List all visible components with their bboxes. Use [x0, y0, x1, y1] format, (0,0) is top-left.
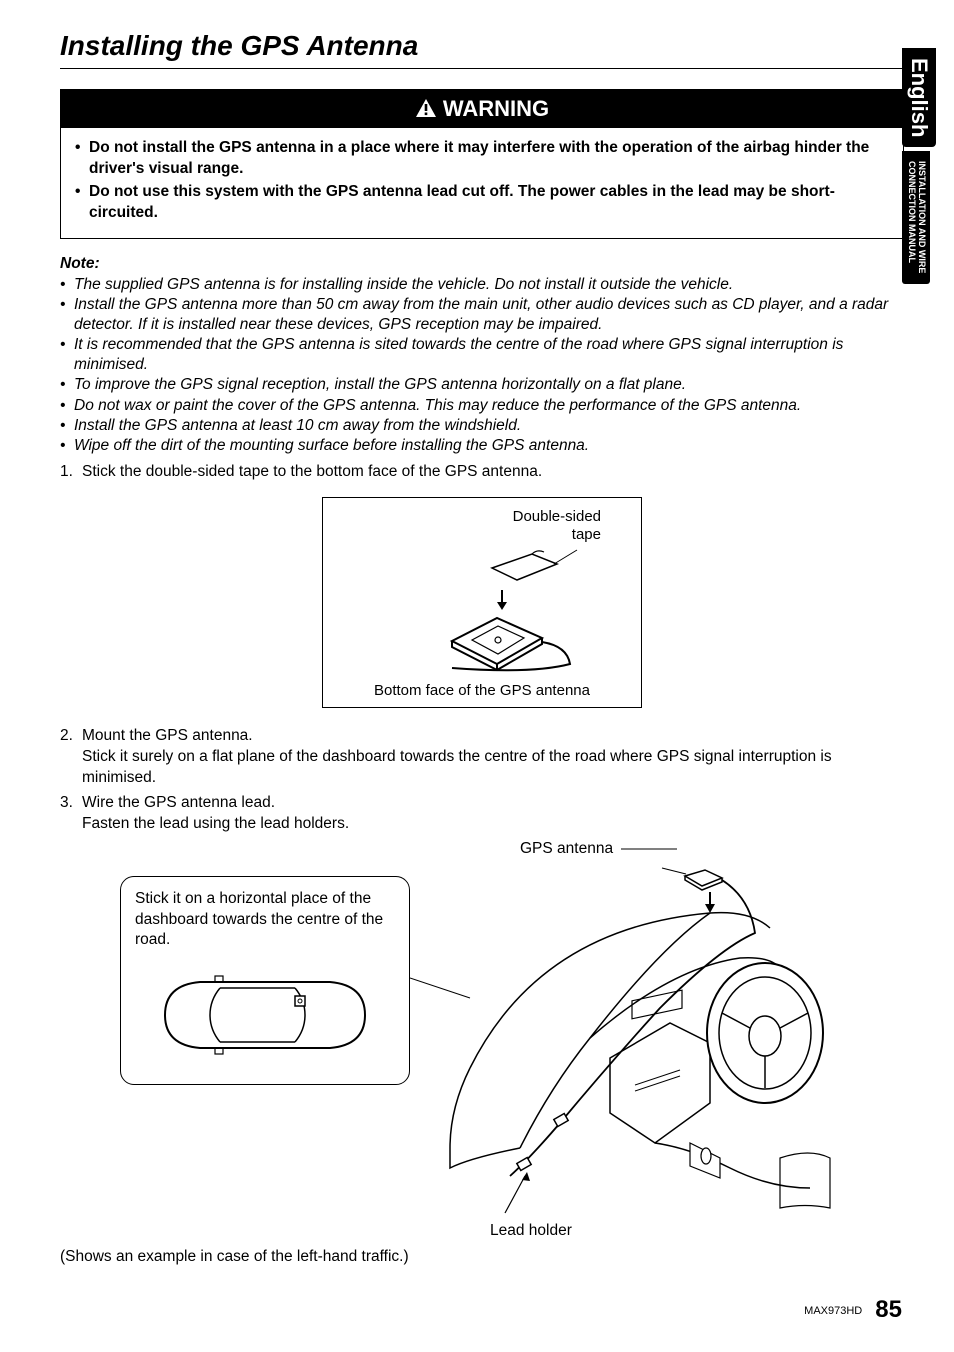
step-item: 2. Mount the GPS antenna. Stick it surel… — [60, 726, 904, 789]
side-tabs: English INSTALLATION AND WIRECONNECTION … — [902, 48, 936, 288]
page-title: Installing the GPS Antenna — [60, 30, 904, 69]
fig2-label-lead: Lead holder — [490, 1222, 572, 1240]
step-text: Stick the double-sided tape to the botto… — [82, 463, 542, 480]
fig2-callout: Stick it on a horizontal place of the da… — [120, 876, 410, 1084]
fig2-callout-text: Stick it on a horizontal place of the da… — [135, 890, 383, 947]
note-list: The supplied GPS antenna is for installi… — [60, 275, 904, 456]
note-item: Install the GPS antenna more than 50 cm … — [60, 295, 904, 335]
example-note: (Shows an example in case of the left-ha… — [60, 1248, 904, 1266]
side-tab-english: English — [902, 48, 936, 147]
step-subtext: Fasten the lead using the lead holders. — [82, 815, 349, 832]
fig1-label-bottom: Bottom face of the GPS antenna — [333, 682, 631, 699]
page-footer: MAX973HD 85 — [804, 1296, 902, 1324]
fig1-label-tape: Double-sidedtape — [333, 508, 631, 544]
car-topview-icon — [145, 960, 385, 1070]
step-subtext: Stick it surely on a flat plane of the d… — [82, 748, 832, 786]
step-item: 1. Stick the double-sided tape to the bo… — [60, 462, 904, 483]
dashboard-diagram — [410, 858, 840, 1238]
fig1-diagram — [382, 546, 582, 676]
note-item: To improve the GPS signal reception, ins… — [60, 375, 904, 395]
step-item: 3. Wire the GPS antenna lead. Fasten the… — [60, 793, 904, 835]
warning-item: Do not use this system with the GPS ante… — [75, 182, 889, 224]
steps-list-2: 2. Mount the GPS antenna. Stick it surel… — [60, 726, 904, 835]
step-text: Mount the GPS antenna. — [82, 727, 253, 744]
side-tab-install: INSTALLATION AND WIRECONNECTION MANUAL — [902, 151, 930, 283]
warning-body: Do not install the GPS antenna in a plac… — [61, 128, 903, 238]
warning-box: WARNING Do not install the GPS antenna i… — [60, 89, 904, 239]
note-label: Note: — [60, 255, 904, 273]
footer-model: MAX973HD — [804, 1305, 862, 1317]
warning-header-text: WARNING — [443, 96, 549, 121]
figure-2: GPS antenna Stick it on a horizontal pla… — [60, 840, 840, 1240]
step-text: Wire the GPS antenna lead. — [82, 794, 275, 811]
step-number: 2. — [60, 726, 73, 747]
step-number: 3. — [60, 793, 73, 814]
note-item: The supplied GPS antenna is for installi… — [60, 275, 904, 295]
footer-page-number: 85 — [875, 1296, 902, 1323]
leader-line — [617, 848, 677, 850]
figure-1: Double-sidedtape Bottom face of the GPS … — [322, 497, 642, 708]
note-item: Install the GPS antenna at least 10 cm a… — [60, 416, 904, 436]
fig2-label-gps: GPS antenna — [520, 840, 677, 858]
note-item: It is recommended that the GPS antenna i… — [60, 335, 904, 375]
warning-item: Do not install the GPS antenna in a plac… — [75, 138, 889, 180]
warning-header: WARNING — [61, 90, 903, 128]
steps-list: 1. Stick the double-sided tape to the bo… — [60, 462, 904, 483]
note-item: Wipe off the dirt of the mounting surfac… — [60, 436, 904, 456]
warning-icon — [415, 98, 437, 118]
note-item: Do not wax or paint the cover of the GPS… — [60, 396, 904, 416]
step-number: 1. — [60, 462, 73, 483]
